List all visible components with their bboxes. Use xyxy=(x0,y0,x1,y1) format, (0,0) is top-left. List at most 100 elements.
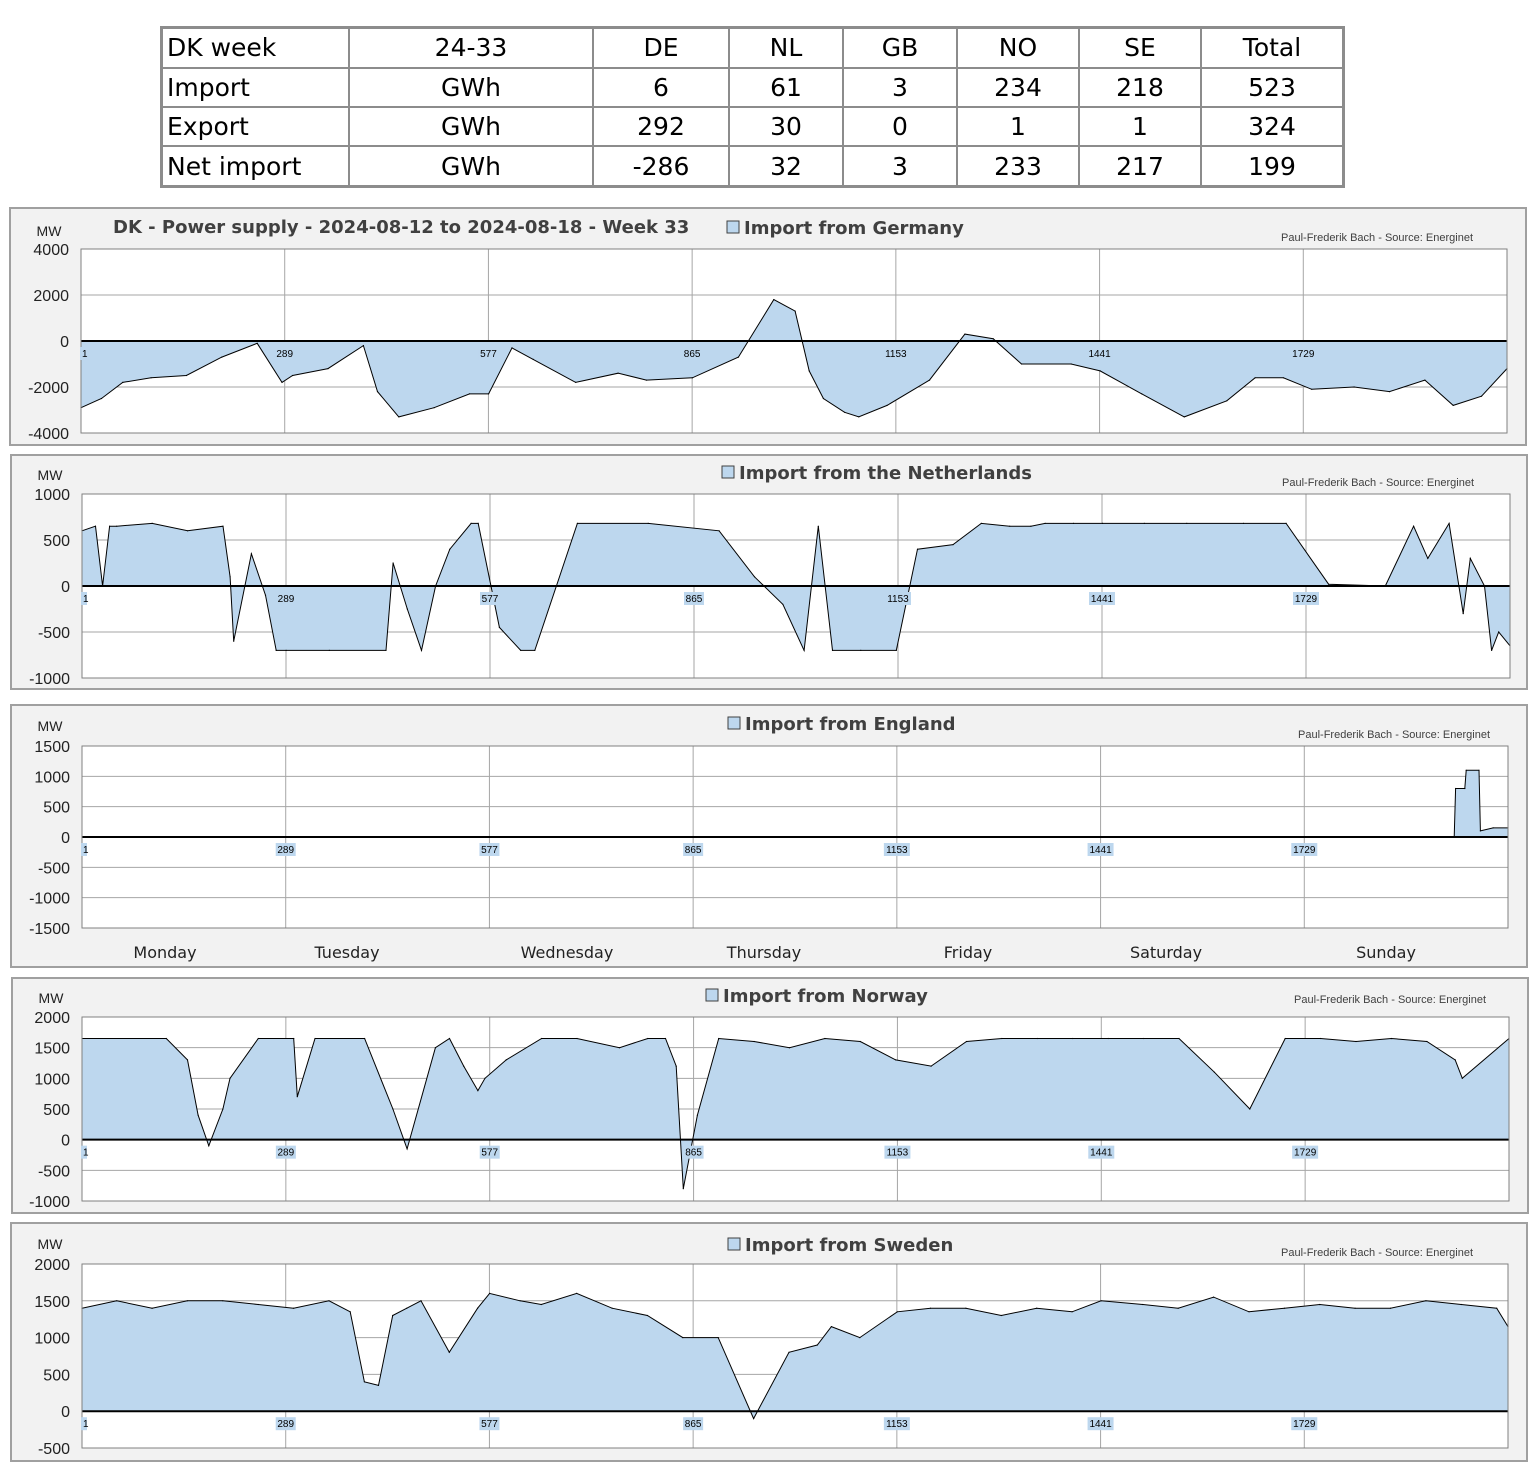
data-point xyxy=(1070,363,1072,365)
data-point xyxy=(916,548,919,550)
data-point xyxy=(1020,363,1023,365)
data-point xyxy=(296,1096,298,1098)
y-tick-label: -1000 xyxy=(29,671,70,688)
table-cell: 217 xyxy=(1078,145,1202,188)
table-cell: 523 xyxy=(1200,66,1345,108)
data-point xyxy=(753,1418,755,1420)
table-header-cell: GB xyxy=(842,26,958,69)
series-line xyxy=(80,298,1508,418)
legend-label: Import from Norway xyxy=(723,986,928,1007)
data-point xyxy=(293,1307,295,1309)
y-tick-label: 0 xyxy=(61,1133,70,1150)
data-point xyxy=(964,333,966,335)
x-tick-label-bg xyxy=(1293,592,1319,605)
data-point xyxy=(1036,1307,1038,1309)
data-point xyxy=(150,377,152,379)
data-point xyxy=(1478,769,1480,771)
data-point xyxy=(392,562,394,564)
data-point xyxy=(1001,1037,1003,1040)
y-tick-label: 500 xyxy=(43,800,70,817)
table-row: Net import GWh -286 32 3 233 217 199 xyxy=(160,145,1345,188)
data-point xyxy=(420,1300,422,1302)
data-point xyxy=(520,649,522,651)
data-point xyxy=(1390,1037,1392,1040)
y-axis-unit-label: MW xyxy=(37,223,63,239)
data-point xyxy=(1460,1303,1462,1306)
data-point xyxy=(803,649,805,651)
plot-border xyxy=(81,493,1511,679)
x-tick-label: 289 xyxy=(276,349,293,360)
x-tick-label: 577 xyxy=(481,1148,498,1159)
summary-table: DK week 24-33 DE NL GB NO SE Total Import GWh 6 61 3… xyxy=(160,26,1345,188)
data-point xyxy=(1311,388,1313,390)
data-point xyxy=(116,525,118,527)
data-point xyxy=(250,553,252,555)
data-point xyxy=(575,381,577,383)
x-tick-label: 1153 xyxy=(885,349,907,360)
table-cell: 218 xyxy=(1078,66,1202,108)
legend-label: Import from Germany xyxy=(744,218,964,239)
x-tick-label: 865 xyxy=(685,1148,702,1159)
data-point xyxy=(611,1307,613,1309)
chart-panel-netherlands: 1000 500 0 -500 -1000 1 289 577 865 1153 1441 1729 M… xyxy=(10,454,1528,690)
x-tick-label-bg xyxy=(478,347,499,360)
data-point xyxy=(1284,1037,1286,1040)
chart-panel-sweden: 2000 1500 1000 500 0 -500 1 289 577 865 1153 1441 17… xyxy=(10,1222,1528,1462)
series-area xyxy=(82,1293,1508,1419)
x-tick-label: 1 xyxy=(83,845,89,856)
data-point xyxy=(1328,583,1330,585)
x-tick-label-bg xyxy=(480,592,500,605)
x-tick-label: 289 xyxy=(278,594,295,605)
x-tick-label-bg xyxy=(81,1145,87,1159)
y-tick-label: -1000 xyxy=(29,1194,70,1211)
data-point xyxy=(830,1326,833,1328)
x-tick-label-bg xyxy=(275,843,296,856)
data-point xyxy=(1099,370,1101,372)
data-point xyxy=(1071,1311,1073,1313)
data-point xyxy=(519,1300,521,1302)
data-point xyxy=(448,1037,451,1040)
data-point xyxy=(314,1037,316,1040)
day-label: Sunday xyxy=(1356,943,1416,962)
data-point xyxy=(682,1188,684,1190)
plot-border xyxy=(80,248,1508,434)
y-tick-label: -500 xyxy=(38,860,70,877)
day-label: Tuesday xyxy=(313,943,379,962)
data-point xyxy=(1425,1300,1427,1302)
data-point xyxy=(1213,1296,1215,1298)
data-point xyxy=(1465,769,1467,771)
data-point xyxy=(1142,1303,1144,1306)
data-point xyxy=(1498,631,1500,633)
x-tick-label: 1729 xyxy=(1293,845,1316,856)
data-point xyxy=(930,1065,932,1067)
plot-border xyxy=(81,1263,1509,1449)
data-point xyxy=(449,548,451,550)
table-cell: 324 xyxy=(1200,105,1345,148)
x-tick-label: 1441 xyxy=(1091,594,1114,605)
data-point xyxy=(753,576,756,578)
data-point xyxy=(477,1090,479,1092)
data-point xyxy=(859,1040,861,1043)
x-tick-label-bg xyxy=(684,592,704,605)
table-header-cell: 24-33 xyxy=(348,26,594,69)
table-cell: Net import xyxy=(160,145,350,188)
x-tick-label: 1 xyxy=(82,349,88,360)
data-point xyxy=(1030,525,1032,527)
legend-label: Import from England xyxy=(745,714,956,735)
data-point xyxy=(392,1108,394,1110)
data-point xyxy=(1178,1037,1180,1040)
data-point xyxy=(328,1300,330,1302)
data-point xyxy=(448,1351,450,1353)
data-point xyxy=(1177,1307,1179,1309)
x-tick-label: 1153 xyxy=(886,1419,908,1430)
data-point xyxy=(1424,379,1426,381)
data-point xyxy=(362,345,364,347)
data-point xyxy=(109,525,111,527)
data-point xyxy=(858,416,860,418)
data-point xyxy=(816,1344,818,1346)
y-tick-label: 0 xyxy=(61,830,70,847)
data-point xyxy=(233,640,235,642)
x-tick-label: 577 xyxy=(482,594,499,605)
x-tick-label: 1729 xyxy=(1292,349,1315,360)
data-point xyxy=(186,1059,189,1061)
